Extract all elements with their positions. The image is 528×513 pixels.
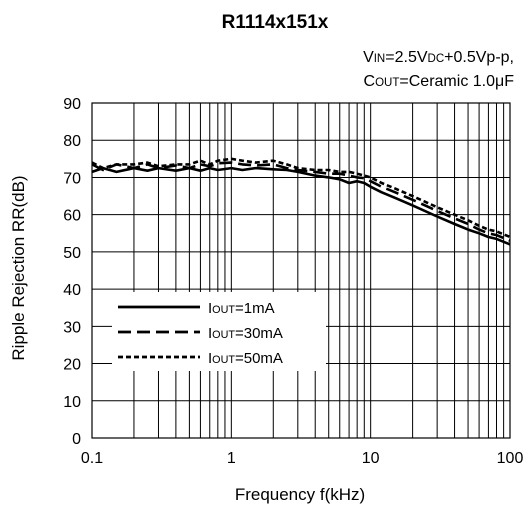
y-tick-label: 0	[72, 431, 81, 448]
legend-label-3: IOUT=50mA	[208, 350, 283, 367]
chart-title: R1114x151x	[222, 12, 329, 33]
y-tick-label: 80	[63, 133, 81, 150]
y-tick-label: 60	[63, 208, 81, 225]
grid	[91, 102, 510, 439]
legend-label-2: IOUT=30mA	[208, 325, 283, 342]
y-tick-label: 30	[63, 319, 81, 336]
legend: IOUT=1mA IOUT=30mA IOUT=50mA	[112, 292, 326, 371]
y-tick-label: 70	[63, 170, 81, 187]
y-axis-tick-labels: 0 10 20 30 40 50 60 70 80 90	[63, 96, 81, 448]
series-line-2	[91, 161, 511, 242]
x-tick-label: 0.1	[81, 450, 103, 467]
series-line-1	[91, 166, 511, 246]
y-tick-label: 90	[63, 96, 81, 113]
x-axis-tick-labels: 0.1 1 10 100	[81, 450, 524, 467]
x-tick-label: 1	[227, 450, 236, 467]
plot-frame	[91, 102, 511, 439]
test-conditions-line-1: VIN=2.5VDC+0.5Vp-p,	[363, 49, 514, 66]
series-line-3	[91, 157, 511, 239]
series-lines	[91, 157, 511, 246]
y-tick-label: 20	[63, 357, 81, 374]
test-conditions-line-2: COUT=Ceramic 1.0μF	[364, 73, 515, 90]
y-axis-label: Ripple Rejection RR(dB)	[9, 175, 28, 360]
y-tick-label: 10	[63, 394, 81, 411]
y-tick-label: 50	[63, 245, 81, 262]
legend-label-1: IOUT=1mA	[208, 300, 275, 317]
x-tick-label: 100	[497, 450, 524, 467]
y-tick-label: 40	[63, 282, 81, 299]
x-tick-label: 10	[362, 450, 380, 467]
x-axis-label: Frequency f(kHz)	[235, 485, 365, 504]
